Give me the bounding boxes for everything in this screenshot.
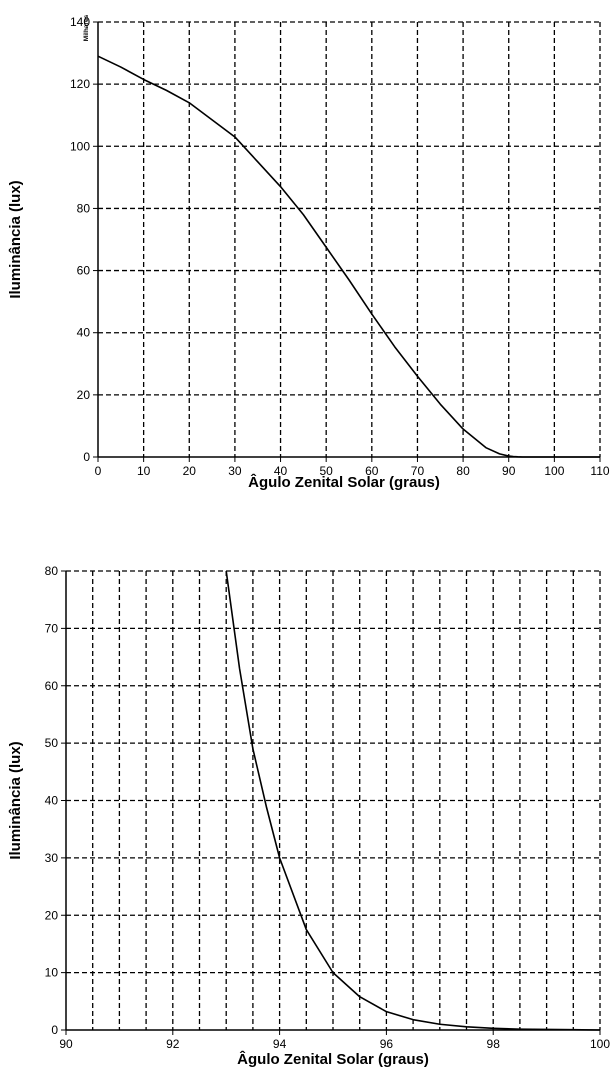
x-tick-label: 80: [456, 464, 470, 478]
y-tick-label: 20: [45, 908, 59, 922]
grid: [66, 570, 601, 1030]
series-line: [97, 55, 600, 458]
x-tick-label: 50: [320, 464, 334, 478]
x-tick-label: 92: [166, 1037, 180, 1051]
x-tick-label: 100: [590, 1037, 610, 1051]
y-tick-label: 80: [77, 201, 91, 215]
x-axis-title: Âgulo Zenital Solar (graus): [248, 473, 440, 491]
y-axis-title: Iluminância (lux): [7, 180, 24, 298]
y-unit-label: Milhares: [83, 14, 90, 41]
x-tick-label: 94: [273, 1037, 287, 1051]
y-axis-title: Iluminância (lux): [7, 741, 24, 859]
x-tick-label: 100: [544, 464, 564, 478]
x-tick-label: 30: [228, 464, 242, 478]
y-tick-label: 20: [77, 388, 91, 402]
series-line: [225, 570, 601, 1031]
y-tick-label: 140: [70, 15, 90, 29]
y-tick-label: 0: [51, 1023, 58, 1037]
y-tick-label: 80: [45, 564, 59, 578]
y-tick-label: 60: [45, 679, 59, 693]
y-tick-label: 100: [70, 139, 90, 153]
y-tick-label: 30: [45, 851, 59, 865]
x-tick-label: 70: [411, 464, 425, 478]
x-tick-label: 60: [365, 464, 379, 478]
y-tick-label: 120: [70, 77, 90, 91]
y-tick-label: 60: [77, 264, 91, 278]
x-tick-label: 90: [59, 1037, 73, 1051]
x-tick-label: 10: [137, 464, 151, 478]
grid: [98, 21, 601, 457]
y-tick-label: 50: [45, 736, 59, 750]
x-tick-label: 98: [487, 1037, 501, 1051]
x-tick-label: 90: [502, 464, 516, 478]
x-axis-title: Âgulo Zenital Solar (graus): [237, 1050, 429, 1068]
x-tick-label: 40: [274, 464, 288, 478]
x-tick-label: 96: [380, 1037, 394, 1051]
y-tick-label: 0: [83, 450, 90, 464]
y-tick-label: 40: [45, 794, 59, 808]
chart-2: 90 92 94 96 98 100 0 10 20 30 40 50 60 70 80 Âgulo Zeni…: [7, 564, 610, 1068]
chart-1: 0 10 20 30 40 50 60 70 80 90 100 110 0 20 40 60 80 100 120…: [7, 14, 610, 491]
y-tick-label: 40: [77, 326, 91, 340]
x-tick-label: 20: [183, 464, 197, 478]
y-tick-label: 10: [45, 966, 59, 980]
x-tick-label: 110: [590, 464, 609, 478]
x-tick-label: 0: [95, 464, 102, 478]
y-tick-label: 70: [45, 621, 59, 635]
